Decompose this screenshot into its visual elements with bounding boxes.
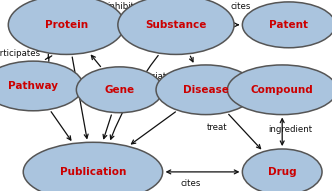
Text: Protein: Protein bbox=[45, 20, 88, 30]
Text: associates: associates bbox=[132, 72, 177, 81]
Ellipse shape bbox=[23, 142, 163, 191]
Text: Disease: Disease bbox=[183, 85, 229, 95]
Text: cites: cites bbox=[230, 2, 251, 11]
Text: encode: encode bbox=[69, 41, 101, 50]
Text: participates: participates bbox=[0, 49, 41, 58]
Text: Drug: Drug bbox=[268, 167, 296, 177]
Text: Gene: Gene bbox=[105, 85, 134, 95]
Ellipse shape bbox=[156, 65, 256, 115]
Text: Publication: Publication bbox=[60, 167, 126, 177]
Text: inhibit: inhibit bbox=[108, 2, 135, 11]
Text: treat: treat bbox=[207, 122, 228, 132]
Text: cites: cites bbox=[38, 100, 58, 110]
Ellipse shape bbox=[242, 2, 332, 48]
Ellipse shape bbox=[8, 0, 124, 54]
Text: ingredient: ingredient bbox=[269, 125, 312, 134]
Ellipse shape bbox=[242, 149, 322, 191]
Text: Substance: Substance bbox=[145, 20, 207, 30]
Ellipse shape bbox=[0, 61, 83, 111]
Ellipse shape bbox=[118, 0, 234, 54]
Text: Compound: Compound bbox=[251, 85, 314, 95]
Ellipse shape bbox=[76, 67, 163, 113]
Ellipse shape bbox=[227, 65, 332, 115]
Text: Patent: Patent bbox=[269, 20, 308, 30]
Text: Pathway: Pathway bbox=[8, 81, 58, 91]
Text: cites: cites bbox=[181, 179, 201, 188]
